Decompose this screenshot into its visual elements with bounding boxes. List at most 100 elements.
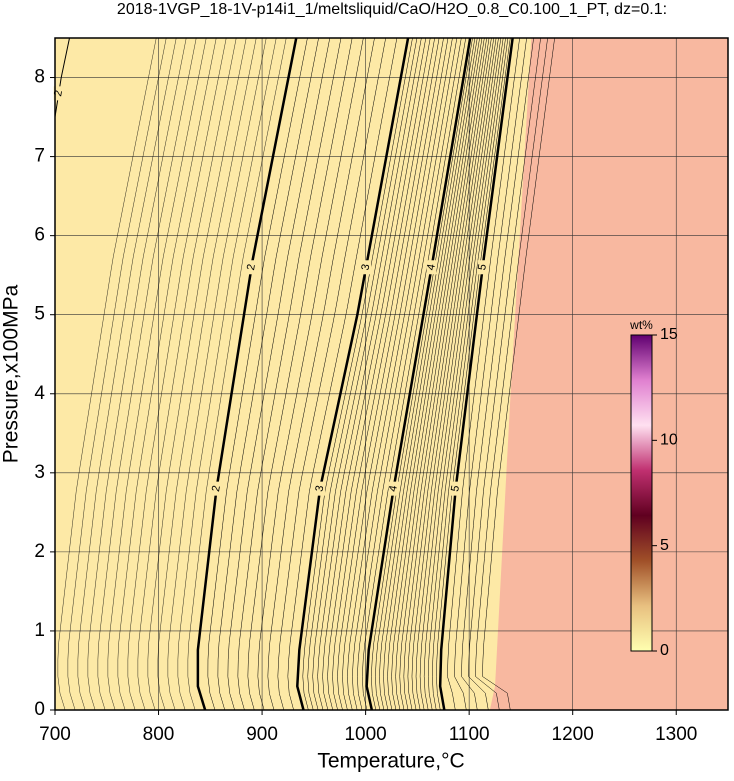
field-liquid (489, 38, 728, 710)
thin-isoline (454, 38, 527, 710)
thin-isoline (337, 38, 444, 710)
colorbar-tick-label: 0 (660, 642, 669, 659)
contour-label: 2 (52, 89, 65, 97)
thin-isoline (468, 38, 541, 710)
chart-title: 2018-1VGP_18-1V-p14i1_1/meltsliquid/CaO/… (117, 1, 667, 18)
thin-isoline (371, 38, 473, 710)
thin-isoline (107, 38, 207, 710)
thin-isoline (277, 38, 386, 710)
x-tick-label: 1200 (552, 724, 594, 745)
contour-label-bg (246, 260, 257, 275)
colorbar (630, 334, 653, 652)
thin-isoline (399, 38, 490, 710)
thin-isoline (387, 38, 483, 710)
thin-isoline (447, 38, 520, 710)
thin-isoline (407, 38, 495, 710)
x-tick-label: 800 (143, 724, 175, 745)
thin-isoline (379, 38, 478, 710)
y-tick-label: 7 (34, 146, 45, 167)
y-tick-label: 8 (34, 67, 45, 88)
plot-frame (54, 37, 729, 711)
thin-isoline (395, 38, 487, 710)
contour-label-bg (361, 260, 372, 275)
contour-label-bg (426, 260, 437, 275)
colorbar-tick-label: 15 (660, 326, 678, 343)
thin-isoline (177, 38, 277, 710)
thin-isoline (302, 38, 413, 710)
y-tick-label: 4 (34, 383, 45, 404)
thin-isoline (461, 38, 534, 710)
y-tick-label: 2 (34, 541, 45, 562)
contour-label: 2 (210, 485, 223, 493)
x-tick-label: 1300 (655, 724, 697, 745)
contour-label-bg (477, 260, 488, 275)
contour-line (365, 38, 472, 710)
thin-isoline (436, 38, 511, 710)
thin-isoline (227, 38, 331, 710)
y-tick-label: 6 (34, 225, 45, 246)
y-tick-label: 3 (34, 462, 45, 483)
thin-isoline (357, 38, 462, 710)
thin-isoline (419, 38, 502, 710)
thin-isoline (117, 38, 217, 710)
contour-label: 3 (359, 263, 372, 271)
contour-label-bg (450, 481, 461, 496)
thin-isoline (342, 38, 449, 710)
x-tick-label: 1000 (344, 724, 386, 745)
thin-isoline (137, 38, 237, 710)
thin-isoline (403, 38, 492, 710)
y-axis-label: Pressure,x100MPa (0, 284, 23, 463)
colorbar-label: wt% (629, 318, 653, 332)
thin-isoline (57, 38, 157, 710)
thin-isoline (257, 38, 364, 710)
thin-isoline (67, 38, 167, 710)
contour-label-bg (388, 481, 399, 496)
x-tick-label: 700 (39, 724, 71, 745)
thin-isoline (322, 38, 431, 710)
thin-isoline (327, 38, 435, 710)
thin-isoline (217, 38, 319, 710)
contour-group (55, 38, 555, 710)
thin-isoline (247, 38, 353, 710)
y-tick-label: 1 (34, 620, 45, 641)
thin-isoline (87, 38, 187, 710)
thin-isoline (127, 38, 227, 710)
thin-isoline (97, 38, 197, 710)
contour-line (196, 38, 298, 710)
thin-isoline (411, 38, 497, 710)
thin-isoline (352, 38, 458, 710)
colorbar-tick-label: 5 (660, 537, 669, 554)
contour-label-bg (211, 481, 222, 496)
thin-isoline (207, 38, 308, 710)
contour-line (55, 38, 70, 118)
thin-isoline (432, 38, 509, 710)
thin-isoline (427, 38, 506, 710)
contour-label-bg (53, 86, 64, 101)
thin-isoline (415, 38, 499, 710)
colorbar-tick-label: 10 (660, 432, 678, 449)
thin-isoline (375, 38, 476, 710)
thin-isoline (317, 38, 427, 710)
thin-isoline (267, 38, 375, 710)
thin-isoline (307, 38, 418, 710)
thin-isoline (475, 38, 548, 710)
y-tick-label: 5 (34, 304, 45, 325)
contour-label: 4 (387, 485, 400, 493)
thin-isoline (482, 38, 555, 710)
thin-isoline (391, 38, 485, 710)
contour-label: 5 (449, 485, 462, 493)
contour-label: 2 (245, 263, 258, 271)
thin-isoline (287, 38, 398, 710)
thin-isoline (147, 38, 247, 710)
x-axis-label: Temperature,°C (317, 750, 464, 773)
contour-label: 4 (425, 263, 438, 271)
thin-isoline (362, 38, 466, 710)
y-tick-label: 0 (34, 699, 45, 720)
thin-isoline (383, 38, 480, 710)
x-tick-label: 1100 (449, 724, 490, 745)
contour-label: 5 (476, 263, 489, 271)
thin-isoline (237, 38, 342, 710)
thin-isoline (187, 38, 287, 710)
thin-isoline (347, 38, 453, 710)
contour-label: 3 (314, 485, 327, 493)
